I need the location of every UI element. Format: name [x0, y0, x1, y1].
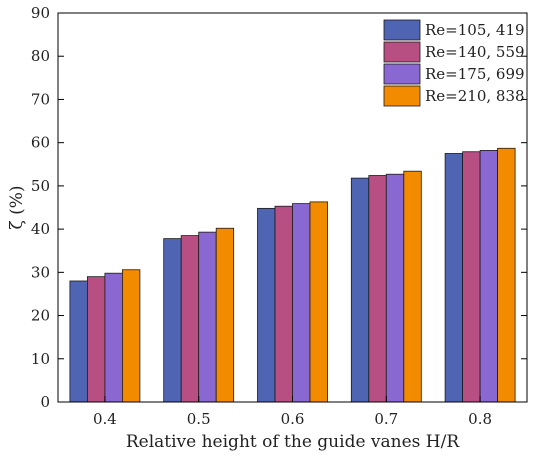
y-tick-label: 40	[31, 220, 50, 238]
y-tick-label: 60	[31, 134, 50, 152]
y-tick-label: 10	[31, 350, 50, 368]
y-tick-label: 20	[31, 307, 50, 325]
bar	[292, 203, 311, 403]
x-tick-label: 0.4	[93, 410, 117, 428]
bar	[274, 205, 293, 403]
bar	[368, 175, 387, 403]
x-tick-label: 0.7	[374, 410, 398, 428]
bar	[385, 173, 405, 403]
legend-label: Re=105, 419	[425, 21, 525, 39]
bars-layer	[69, 147, 516, 403]
legend-swatch	[383, 85, 421, 107]
x-tick-label: 0.5	[187, 410, 211, 428]
bar	[198, 231, 217, 403]
x-axis-title: Relative height of the guide vanes H/R	[126, 432, 461, 452]
bar	[215, 227, 235, 403]
y-tick-label: 30	[31, 263, 50, 281]
legend-swatch	[383, 19, 421, 41]
bar	[69, 280, 88, 403]
legend-swatch	[383, 63, 421, 85]
bar	[403, 170, 422, 403]
y-tick-label: 0	[40, 393, 50, 411]
y-axis-title: ζ (%)	[7, 185, 27, 229]
legend: Re=105, 419 Re=140, 559 Re=175, 699 Re=210,…	[383, 19, 525, 107]
bar	[257, 207, 276, 403]
bar	[497, 147, 516, 403]
legend-swatch	[383, 41, 421, 63]
bar	[444, 153, 464, 403]
bar	[104, 272, 123, 403]
x-tick-label: 0.6	[281, 410, 305, 428]
x-tick-label: 0.8	[468, 410, 492, 428]
bar	[479, 150, 499, 403]
legend-label: Re=210, 838	[425, 87, 525, 105]
y-tick-label: 70	[31, 90, 50, 108]
bar	[87, 276, 106, 403]
y-tick-label: 80	[31, 47, 50, 65]
bar	[309, 201, 328, 403]
legend-label: Re=140, 559	[425, 43, 525, 61]
y-tick-label: 50	[31, 177, 50, 195]
bar	[163, 238, 182, 403]
bar	[350, 177, 370, 403]
bar	[122, 269, 141, 403]
bar	[462, 151, 481, 403]
x-axis: 0.4 0.5 0.6 0.7 0.8	[93, 396, 492, 428]
legend-label: Re=175, 699	[425, 65, 525, 83]
bar	[180, 235, 200, 403]
y-axis: 0 10 20 30 40 50 60 70 80 90	[31, 4, 527, 411]
y-tick-label: 90	[31, 4, 50, 22]
